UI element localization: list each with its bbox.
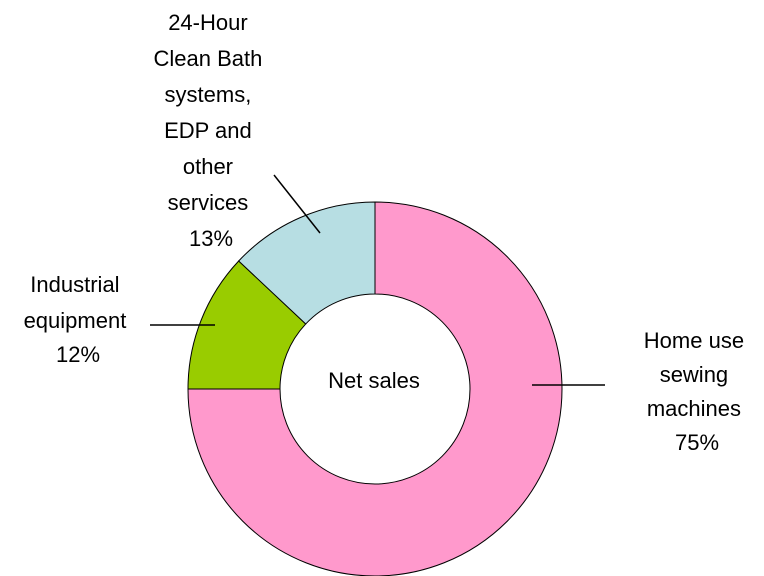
slice-label-line: systems, [165, 82, 252, 107]
slice-label-line: equipment [24, 308, 127, 333]
slice-label-line: 24-Hour [168, 10, 247, 35]
slice-label-home-use: Home use sewing machines 75% [644, 328, 750, 455]
donut-slice-home-use [187, 201, 563, 576]
slice-label-industrial: Industrial equipment 12% [24, 272, 133, 367]
slice-label-line: Clean Bath [154, 46, 263, 71]
slice-label-line: machines [647, 396, 741, 421]
center-label: Net sales [328, 368, 420, 393]
slice-percent-label: 75% [675, 430, 719, 455]
slice-label-line: sewing [660, 362, 728, 387]
leader-line-clean-bath [273, 174, 321, 234]
slice-label-line: services [168, 190, 249, 215]
slice-label-line: Home use [644, 328, 744, 353]
donut-slice-clean-bath [237, 201, 376, 325]
leader-lines [150, 174, 605, 386]
slice-label-clean-bath: 24-Hour Clean Bath systems, EDP and othe… [154, 10, 269, 251]
slice-percent-label: 13% [189, 226, 233, 251]
slice-label-line: Industrial [30, 272, 119, 297]
slice-label-line: EDP and [164, 118, 252, 143]
slice-label-line: other [183, 154, 233, 179]
slices-layer [187, 201, 563, 576]
slice-percent-label: 12% [56, 342, 100, 367]
